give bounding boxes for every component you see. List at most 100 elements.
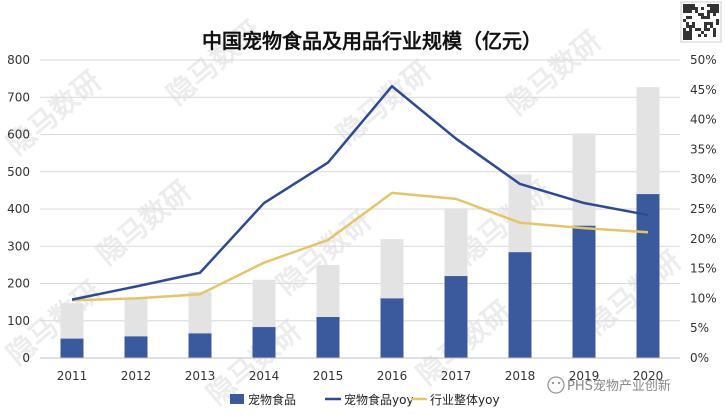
y-left-tick-label: 600: [7, 128, 30, 142]
qr-cell: [701, 16, 704, 19]
brand-text: PHS宠物产业创新: [567, 378, 671, 394]
qr-cell: [704, 25, 707, 28]
y-right-tick-label: 30%: [690, 172, 717, 186]
qr-cell: [695, 7, 698, 10]
watermark-text: 隐马数研: [580, 244, 687, 341]
food-bar: [444, 276, 468, 358]
watermark-text: 隐马数研: [0, 64, 107, 161]
qr-cell: [713, 31, 716, 34]
qr-cell: [686, 16, 689, 19]
legend-swatch-food: [230, 394, 244, 404]
qr-cell: [698, 28, 701, 31]
qr-cell: [698, 13, 701, 16]
qr-cell: [716, 4, 719, 7]
food-bar: [188, 333, 212, 358]
x-tick-label: 2013: [185, 369, 216, 383]
qr-cell: [713, 4, 716, 7]
watermark-text: 隐马数研: [90, 174, 197, 271]
qr-cell: [707, 13, 710, 16]
qr-cell: [686, 31, 689, 34]
qr-cell: [692, 22, 695, 25]
qr-cell: [689, 7, 692, 10]
qr-cell: [716, 19, 719, 22]
yoy-lines: [71, 84, 649, 302]
qr-cell: [686, 10, 689, 13]
qr-cell: [689, 31, 692, 34]
qr-cell: [683, 10, 686, 13]
y-right-tick-label: 50%: [690, 53, 717, 67]
qr-cell: [686, 4, 689, 7]
legend-label-food-yoy: 宠物食品yoy: [344, 392, 414, 407]
qr-cell: [713, 34, 716, 37]
y-left-tick-label: 0: [22, 351, 30, 365]
wechat-icon-dot: [557, 381, 561, 385]
y-right-tick-label: 0%: [690, 351, 709, 365]
legend-label-industry-yoy: 行业整体yoy: [430, 392, 500, 407]
y-left-tick-label: 400: [7, 202, 30, 216]
food-yoy-line: [71, 84, 649, 301]
qr-cell: [716, 7, 719, 10]
qr-code-icon: [680, 1, 722, 43]
y-right-tick-label: 35%: [690, 142, 717, 156]
food-bar: [124, 336, 148, 358]
left-axis: 0 100 200 300 400 500 600 700 800: [7, 53, 30, 365]
qr-cell: [704, 34, 707, 37]
food-bars: [60, 194, 660, 358]
x-tick-label: 2011: [57, 369, 88, 383]
qr-cell: [710, 10, 713, 13]
food-bar: [572, 225, 596, 358]
legend: 宠物食品 宠物食品yoy 行业整体yoy: [230, 392, 500, 407]
legend-label-food: 宠物食品: [248, 392, 296, 407]
y-left-tick-label: 700: [7, 90, 30, 104]
qr-cell: [686, 25, 689, 28]
y-right-tick-label: 10%: [690, 291, 717, 305]
qr-cell: [701, 13, 704, 16]
qr-cell: [704, 22, 707, 25]
qr-cell: [701, 31, 704, 34]
right-axis: 0% 5% 10% 15% 20% 25% 30% 35% 40% 45% 50%: [690, 53, 717, 365]
qr-cell: [707, 4, 710, 7]
qr-cell: [683, 34, 686, 37]
qr-cell: [689, 28, 692, 31]
chart-title: 中国宠物食品及用品行业规模（亿元）: [202, 29, 542, 53]
qr-cell: [692, 25, 695, 28]
wechat-icon: [547, 376, 565, 394]
qr-cell: [686, 7, 689, 10]
x-tick-label: 2014: [249, 369, 280, 383]
qr-cell: [704, 28, 707, 31]
qr-cell: [707, 28, 710, 31]
qr-cell: [707, 22, 710, 25]
x-axis: 2011 2012 2013 2014 2015 2016 2017 2018 2019 2020: [40, 357, 680, 383]
qr-cell: [713, 7, 716, 10]
qr-cell: [716, 22, 719, 25]
x-tick-label: 2016: [377, 369, 408, 383]
x-tick-label: 2015: [313, 369, 344, 383]
qr-cell: [713, 10, 716, 13]
food-bar: [508, 252, 532, 358]
qr-cell: [713, 28, 716, 31]
qr-cell: [716, 10, 719, 13]
y-right-tick-label: 15%: [690, 262, 717, 276]
qr-cell: [686, 34, 689, 37]
food-bar: [316, 317, 340, 358]
qr-cell: [689, 4, 692, 7]
qr-cell: [707, 10, 710, 13]
qr-cell: [710, 7, 713, 10]
wechat-icon-dot: [551, 381, 555, 385]
y-left-tick-label: 300: [7, 239, 30, 253]
qr-cell: [713, 13, 716, 16]
qr-cell: [710, 4, 713, 7]
industry-yoy-line: [71, 191, 649, 302]
qr-cell: [710, 25, 713, 28]
qr-cell: [710, 22, 713, 25]
qr-cell: [689, 10, 692, 13]
y-right-tick-label: 40%: [690, 113, 717, 127]
qr-cell: [683, 19, 686, 22]
qr-cell: [686, 37, 689, 40]
qr-cell: [701, 7, 704, 10]
x-tick-label: 2012: [121, 369, 152, 383]
y-left-tick-label: 800: [7, 53, 30, 67]
qr-cell: [695, 10, 698, 13]
food-bar: [636, 194, 660, 358]
food-bar: [380, 298, 404, 358]
